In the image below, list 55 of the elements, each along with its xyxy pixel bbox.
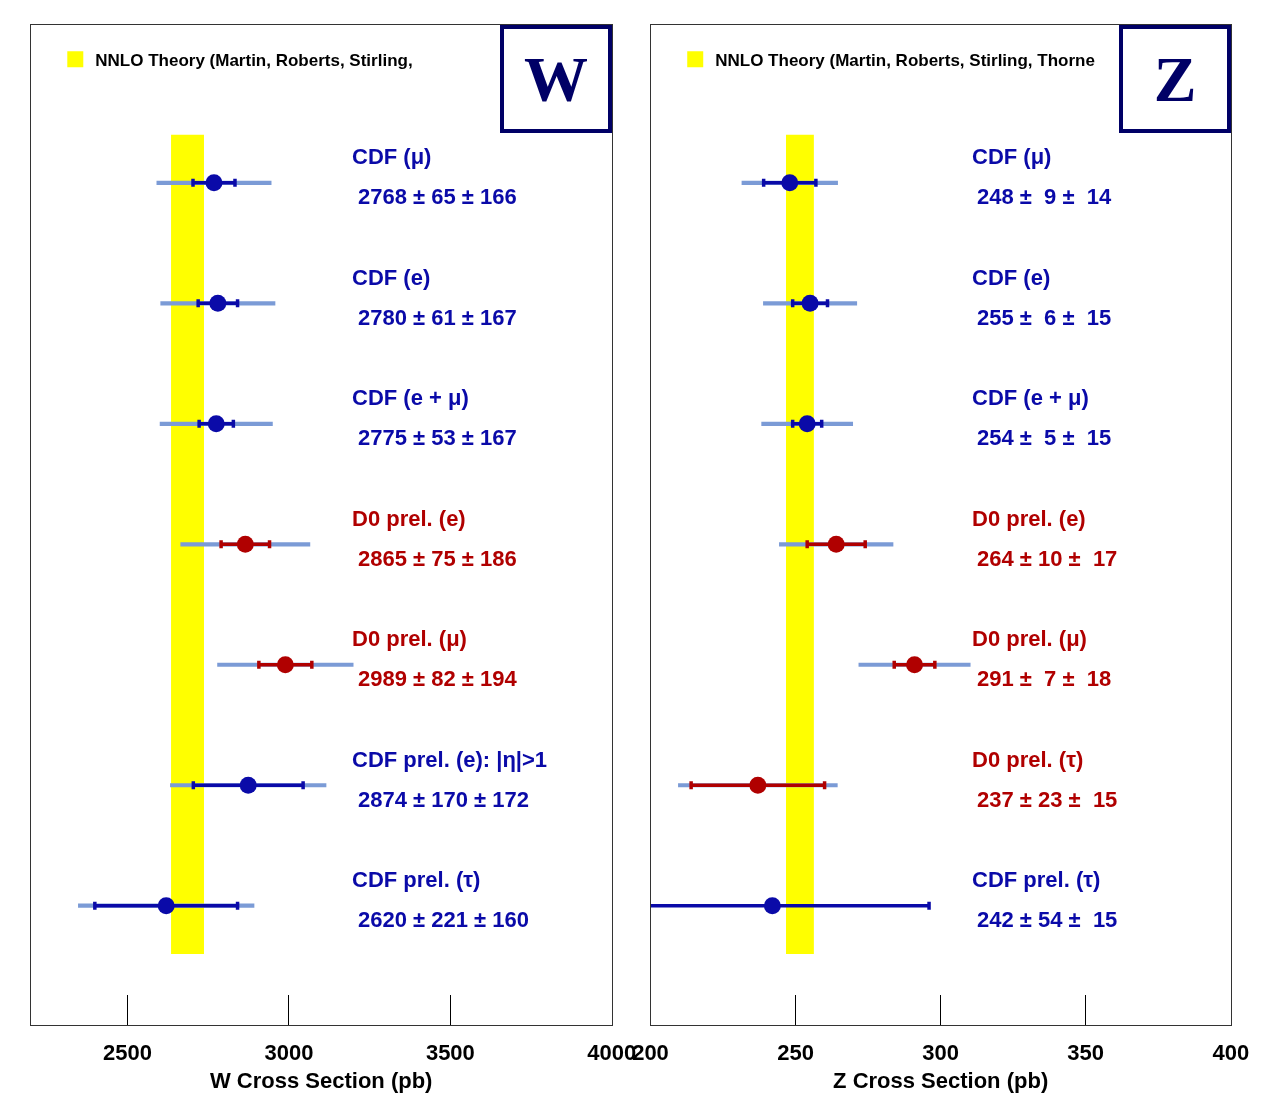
x-tick-label: 3500: [425, 1040, 475, 1066]
point: [798, 415, 816, 433]
annotation: 254 ± 5 ± 15: [977, 425, 1112, 450]
point: [801, 294, 819, 312]
category-label: D0 prel. (e): [972, 506, 1086, 531]
annotation: 2768 ± 65 ± 166: [358, 184, 517, 209]
category-label: D0 prel. (μ): [972, 626, 1087, 651]
x-tick-label: 300: [922, 1040, 960, 1066]
point: [239, 776, 257, 794]
category-label: CDF (e): [352, 265, 431, 290]
category-label: D0 prel. (τ): [972, 747, 1084, 772]
category-label: D0 prel. (μ): [352, 626, 467, 651]
annotation: 2780 ± 61 ± 167: [358, 305, 517, 330]
category-label: D0 prel. (e): [352, 506, 466, 531]
annotation: 242 ± 54 ± 15: [977, 907, 1118, 932]
point: [157, 897, 175, 915]
category-label: CDF prel. (τ): [352, 867, 481, 892]
point: [207, 415, 225, 433]
x-tick-label: 350: [1067, 1040, 1105, 1066]
category-label: CDF (μ): [352, 144, 432, 169]
annotation: 264 ± 10 ± 17: [977, 546, 1118, 571]
point: [209, 294, 227, 312]
category-label: CDF (e + μ): [352, 385, 469, 410]
annotation: W: [524, 43, 588, 115]
category-label: CDF prel. (e): |η|>1: [352, 747, 548, 772]
x-tick-label: 400: [1212, 1040, 1250, 1066]
point: [827, 535, 845, 553]
x-tick-label: 250: [777, 1040, 814, 1066]
point: [906, 656, 924, 674]
point: [749, 776, 767, 794]
annotation: 291 ± 7 ± 18: [977, 666, 1112, 691]
x-axis-title: Z Cross Section (pb): [833, 1068, 1049, 1094]
annotation: 2775 ± 53 ± 167: [358, 425, 517, 450]
legend-label: NNLO Theory (Martin, Roberts, Stirling, Thorne: [715, 50, 1095, 70]
point: [763, 897, 781, 915]
annotation: 237 ± 23 ± 15: [977, 787, 1118, 812]
annotation: 255 ± 6 ± 15: [977, 305, 1112, 330]
x-axis-title: W Cross Section (pb): [209, 1068, 433, 1094]
x-tick-label: 2500: [102, 1040, 152, 1066]
category-label: CDF (e): [972, 265, 1051, 290]
annotation: 248 ± 9 ± 14: [977, 184, 1112, 209]
annotation: 2989 ± 82 ± 194: [358, 666, 518, 691]
annotation: 2874 ± 170 ± 172: [358, 787, 529, 812]
category-label: CDF prel. (τ): [972, 867, 1101, 892]
annotation: 2620 ± 221 ± 160: [358, 907, 529, 932]
point: [781, 174, 799, 192]
category-label: CDF (μ): [972, 144, 1052, 169]
x-tick-label: 3000: [264, 1040, 314, 1066]
annotation: 2865 ± 75 ± 186: [358, 546, 517, 571]
point: [205, 174, 223, 192]
point: [276, 656, 294, 674]
category-label: CDF (e + μ): [972, 385, 1089, 410]
legend-label: NNLO Theory (Martin, Roberts, Stirling,: [95, 50, 413, 70]
annotation: Z: [1153, 43, 1197, 115]
point: [236, 535, 254, 553]
